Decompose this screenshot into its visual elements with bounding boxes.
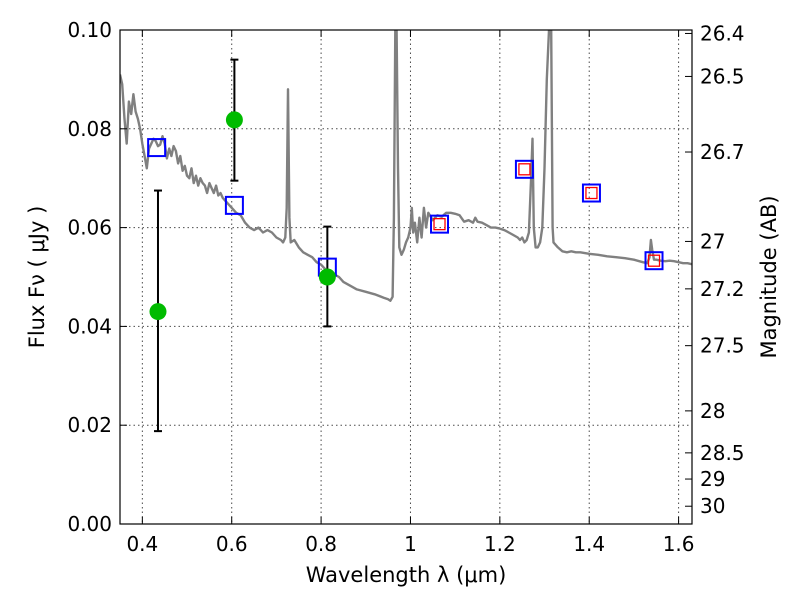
y2-tick-label: 27: [700, 229, 725, 253]
x-tick-label: 0.4: [126, 532, 158, 556]
y-tick-label: 0.06: [67, 216, 112, 240]
plot-content: [120, 30, 692, 433]
blue-square-marker: [224, 195, 244, 215]
red-square-marker: [647, 254, 661, 267]
y-tick-label: 0.04: [67, 314, 112, 338]
red-square-marker: [433, 217, 446, 231]
x-tick-label: 1.4: [573, 532, 605, 556]
y2-tick-label: 28.5: [700, 441, 745, 465]
y-tick-label: 0.08: [67, 117, 112, 141]
blue-square-marker: [147, 138, 167, 158]
blue-square-marker: [581, 183, 601, 203]
x-tick-label: 1: [404, 532, 417, 556]
plot-frame: [119, 29, 693, 525]
y-axis-title: Flux Fν ( μJy ): [25, 206, 49, 349]
y2-tick-label: 30: [700, 494, 725, 518]
y-tick-label: 0.00: [67, 512, 112, 536]
x-tick-label: 0.8: [305, 532, 337, 556]
y-tick-label: 0.10: [67, 18, 112, 42]
ticks: [120, 29, 692, 525]
y2-tick-label: 27.5: [700, 334, 745, 358]
tick-labels: 0.4 0.6 0.8 1 1.2 1.4 1.6 0.00 0.02 0.04 0.06 0.08 0…: [67, 18, 744, 556]
green-point-marker: [318, 268, 336, 286]
y2-tick-label: 26.7: [700, 140, 745, 164]
green-point-marker: [149, 303, 167, 321]
y2-tick-label: 26.5: [700, 64, 745, 88]
y-tick-label: 0.02: [67, 413, 112, 437]
y2-tick-label: 29: [700, 467, 725, 491]
y2-tick-label: 26.4: [700, 21, 745, 45]
red-square-marker: [518, 163, 531, 176]
y2-axis-title: Magnitude (AB): [757, 195, 781, 358]
red-square-marker: [585, 186, 598, 200]
grid: [120, 30, 692, 524]
blue-square-marker: [644, 251, 664, 271]
x-tick-label: 0.6: [216, 532, 248, 556]
y2-tick-label: 27.2: [700, 277, 745, 301]
y2-tick-label: 28: [700, 399, 725, 423]
blue-square-marker: [514, 159, 534, 179]
x-axis-title: Wavelength λ (μm): [306, 563, 507, 587]
green-point-marker: [225, 111, 243, 129]
x-tick-label: 1.6: [663, 532, 695, 556]
blue-square-marker: [430, 214, 450, 234]
x-tick-label: 1.2: [484, 532, 516, 556]
spectrum-line: [120, 30, 692, 302]
